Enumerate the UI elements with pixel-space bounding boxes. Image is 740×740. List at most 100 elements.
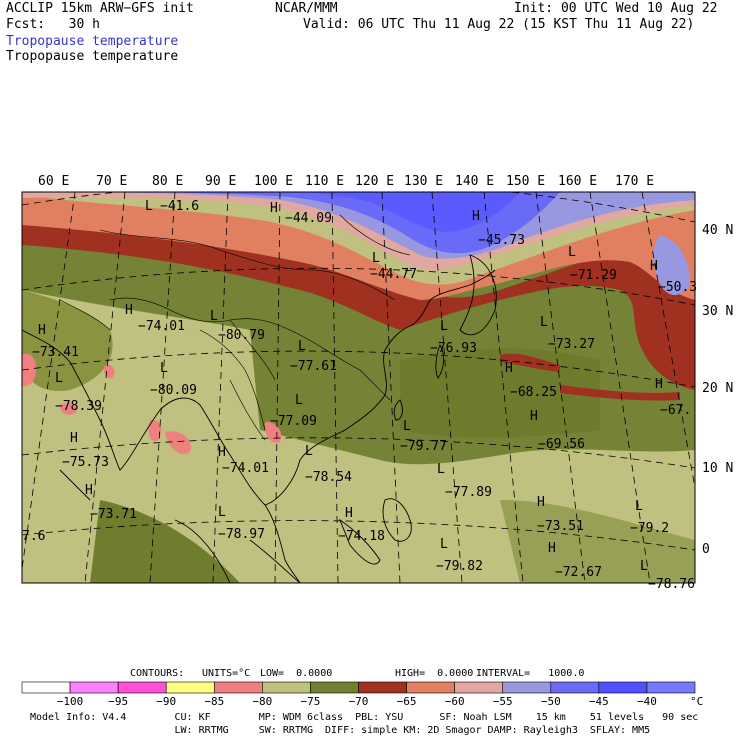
- colorbar: −100 −95 −90 −85 −80 −75 −70 −65 −60 −55 −50 −45 −40…: [21, 681, 703, 708]
- lon-label: 70 E: [96, 174, 127, 189]
- colorbar-tick-label: −40: [637, 695, 657, 708]
- lon-label: 80 E: [152, 174, 183, 189]
- extreme-value: −77.09: [270, 414, 317, 429]
- coastlines: [22, 254, 497, 583]
- model-info-line1: Model Info: V4.4 CU: KF MP: WDM 6class P…: [30, 712, 699, 723]
- extreme-value: −73.51: [537, 519, 584, 534]
- colorbar-tick-label: −60: [445, 695, 465, 708]
- colorbar-swatch: [21, 681, 71, 694]
- latitude-labels: 40 N 30 N 20 N 10 N 0: [702, 223, 733, 557]
- extreme-marker-high: H: [472, 209, 480, 224]
- extreme-marker-high: H: [655, 377, 663, 392]
- model-info-line2: LW: RRTMG SW: RRTMG DIFF: simple KM: 2D …: [30, 725, 651, 736]
- extreme-value: −69.56: [538, 437, 585, 452]
- colorbar-swatch: [598, 681, 648, 694]
- extreme-marker-high: H: [85, 483, 93, 498]
- extreme-value: −78.76: [648, 577, 695, 592]
- extreme-marker-high: H: [537, 495, 545, 510]
- extreme-value: −68.25: [510, 385, 557, 400]
- lon-label: 130 E: [404, 174, 443, 189]
- lon-label: 120 E: [355, 174, 394, 189]
- contour-interval: INTERVAL= 1000.0: [476, 668, 585, 679]
- extreme-value: −74.01: [138, 319, 185, 334]
- contour-units: UNITS=°C: [202, 668, 251, 679]
- lat-label: 40 N: [702, 223, 733, 238]
- longitude-labels: 60 E 70 E 80 E 90 E 100 E 110 E 120 E 130 E 140 …: [38, 174, 654, 189]
- model-title: ACCLIP 15km ARW−GFS init: [6, 1, 194, 16]
- extreme-value: −76.93: [430, 341, 477, 356]
- colorbar-tick-label: −50: [541, 695, 561, 708]
- lon-label: 150 E: [506, 174, 545, 189]
- extreme-value: −78.39: [55, 399, 102, 414]
- extreme-marker-high: H: [70, 431, 78, 446]
- lat-label: 30 N: [702, 304, 733, 319]
- extreme-marker-low: L: [160, 361, 168, 376]
- extreme-marker-low: L: [540, 315, 548, 330]
- extreme-marker-high: H: [125, 303, 133, 318]
- extreme-marker-low: L: [403, 419, 411, 434]
- extreme-value: −80.79: [218, 328, 265, 343]
- extreme-marker-low: L: [440, 319, 448, 334]
- extreme-value: −41.6: [160, 199, 199, 214]
- valid-time: Valid: 06 UTC Thu 11 Aug 22 (15 KST Thu …: [303, 17, 695, 32]
- extreme-marker-high: H: [270, 201, 278, 216]
- lat-label: 0: [702, 542, 710, 557]
- extreme-value: −73.27: [548, 337, 595, 352]
- colorbar-tick-label: −90: [156, 695, 176, 708]
- extreme-value: −77.61: [290, 359, 337, 374]
- extreme-value: −78.97: [218, 527, 265, 542]
- extreme-marker-low: L: [635, 499, 643, 514]
- agency-label: NCAR/MMM: [275, 1, 338, 16]
- extreme-value: −78.54: [305, 470, 352, 485]
- extreme-marker-low: L: [372, 251, 380, 266]
- extreme-marker-low: L: [305, 444, 313, 459]
- lat-label: 20 N: [702, 381, 733, 396]
- extreme-value: −73.41: [32, 345, 79, 360]
- colorbar-swatch: [502, 681, 552, 694]
- extreme-value: −67.: [660, 403, 691, 418]
- latlon-grid: [22, 192, 695, 583]
- map-frame: [21, 191, 696, 584]
- field-title: Tropopause temperature: [6, 49, 179, 64]
- extreme-marker-high: H: [650, 259, 658, 274]
- colorbar-swatch: [358, 681, 407, 694]
- extreme-marker-high: H: [505, 361, 513, 376]
- lon-label: 140 E: [455, 174, 494, 189]
- colorbar-tick-label: −65: [397, 695, 417, 708]
- extreme-marker-low: L: [568, 245, 576, 260]
- colorbar-swatch: [262, 681, 311, 694]
- extreme-value: −80.09: [150, 383, 197, 398]
- colorbar-tick-label: −100: [57, 695, 84, 708]
- extreme-value: −72.67: [555, 565, 602, 580]
- colorbar-tick-label: −95: [108, 695, 128, 708]
- extreme-value: −74.18: [338, 529, 385, 544]
- extreme-marker-high: H: [218, 445, 226, 460]
- lon-label: 60 E: [38, 174, 69, 189]
- extreme-marker-low: L: [55, 371, 63, 386]
- colorbar-swatch: [117, 681, 167, 694]
- extreme-value: −79.2: [630, 521, 669, 536]
- extreme-marker-low: L: [145, 199, 153, 214]
- lon-label: 110 E: [305, 174, 344, 189]
- extreme-marker-low: L: [298, 339, 306, 354]
- extreme-marker-low: L: [210, 309, 218, 324]
- colorbar-tick-label: −75: [300, 695, 320, 708]
- colorbar-swatch: [213, 681, 263, 694]
- extreme-marker-low: L: [295, 393, 303, 408]
- colorbar-tick-label: −85: [204, 695, 224, 708]
- extreme-labels: L −41.6 H−44.09 H−45.73L−44.77L−71.29H−50.3…: [22, 199, 697, 592]
- map-field: [22, 192, 695, 583]
- colorbar-unit: °C: [690, 695, 703, 708]
- extreme-value: −79.82: [436, 559, 483, 574]
- extreme-marker-low: L: [440, 537, 448, 552]
- extreme-value: −44.09: [285, 211, 332, 226]
- extreme-value: −50.3: [658, 280, 697, 295]
- extreme-marker-low: L: [640, 559, 648, 574]
- lon-label: 170 E: [615, 174, 654, 189]
- extreme-value: −45.73: [478, 233, 525, 248]
- extreme-value: −73.71: [90, 507, 137, 522]
- contour-label: CONTOURS:: [130, 668, 185, 679]
- colorbar-swatch: [406, 681, 455, 694]
- extreme-value: −74.01: [222, 461, 269, 476]
- colorbar-swatch: [646, 681, 696, 694]
